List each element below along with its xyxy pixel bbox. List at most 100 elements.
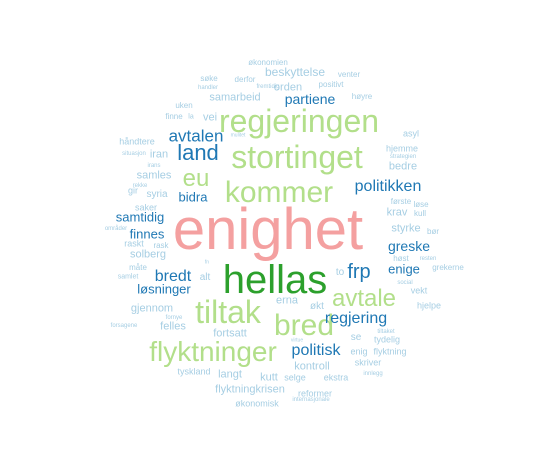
word-regjering: regjering [324,310,388,327]
word-vei: vei [202,111,218,124]
word-raskt: raskt [124,238,144,249]
word-fornye: fornye [165,315,183,321]
word-fn: fn [204,259,210,266]
word-krav: krav [386,206,408,219]
word-lose: løse [413,200,429,209]
word-to: to [335,267,345,278]
word-samtidig: samtidig [115,209,165,225]
word-okonomien: økonomien [248,58,288,67]
word-stortinget: stortinget [231,139,363,175]
word-social: social [397,280,413,286]
word-soke: søke [200,74,218,83]
word-rask: rask [153,241,169,250]
word-flyktningkrisen: flyktningkrisen [215,383,285,396]
word-kutt: kutt [260,371,278,384]
word-venter: venter [337,70,361,79]
word-tiltak: tiltak [195,294,261,330]
word-politikken: politikken [354,178,422,195]
word-irans: irans [147,163,161,169]
word-land: land [177,140,219,165]
word-se: se [350,332,362,343]
word-hjemme: hjemme [385,143,419,154]
word-enige: enige [388,261,420,277]
word-finnes: finnes [129,226,165,242]
word-alt: alt [199,272,211,283]
word-internasjonale: internasjonale [292,397,330,403]
word-avtalen: avtalen [168,126,224,146]
word-syria: syria [146,189,168,200]
word-bred: bred [273,309,335,342]
word-situasjon: situasjon [122,151,146,157]
word-gjennom: gjennom [130,302,174,315]
word-enighet: enighet [172,197,364,262]
word-flyktning: flyktning [373,346,407,357]
word-selge: selge [284,372,306,383]
word-samles: samles [136,169,172,182]
word-hellas: hellas [222,258,328,302]
word-strategien: strategien [389,154,417,160]
word-iran: iran [149,148,169,161]
word-tydelig: tydelig [373,334,401,345]
word-kull: kull [413,209,427,218]
word-solberg: solberg [129,248,167,261]
word-politisk: politisk [291,342,341,359]
word-hoyre: høyre [351,92,373,101]
word-eu: eu [182,165,210,192]
word-host: høst [393,254,409,263]
word-tiltaket: tiltaket [377,329,395,335]
word-handler: handler [197,85,219,91]
word-greske: greske [387,238,431,254]
word-la: la [188,113,194,121]
word-hjelpe: hjelpe [416,300,442,311]
word-virtue: virtue [290,337,304,344]
word-omrader: områder [104,226,128,232]
word-bor: bør [427,227,439,236]
word-flyktninger: flyktninger [149,336,277,367]
word-okt: økt [310,301,324,312]
word-langt: langt [218,368,242,381]
word-forste: første [390,197,412,206]
word-fremtidig: fremtidig [256,84,280,90]
word-erna: erna [275,294,299,307]
word-innlegg: innlegg [363,371,383,377]
word-enig: enig [350,346,368,357]
word-derfor: derfor [234,75,256,84]
word-vekt: vekt [410,285,428,296]
word-felles: felles [160,320,186,333]
word-beskyttelse: beskyttelse [264,65,326,79]
word-saker: saker [134,202,158,213]
word-reformer: reformer [297,388,333,399]
word-regjeringen: regjeringen [218,103,380,139]
word-skriver: skriver [354,357,382,368]
word-kontroll: kontroll [294,360,330,373]
word-samlet: samlet [117,273,139,281]
word-kommer: kommer [224,176,334,209]
word-bredt: bredt [154,268,192,285]
word-bidra: bidra [178,189,208,205]
word-frp: frp [347,261,371,283]
word-partiene: partiene [284,91,336,107]
word-samarbeid: samarbeid [209,91,261,104]
word-gir: gir [127,185,139,196]
word-avtale: avtale [331,285,397,312]
word-resten: resten [419,256,437,262]
word-mate: måte [129,263,147,272]
word-uken: uken [175,101,193,110]
word-orden: orden [273,81,303,94]
word-styrke: styrke [391,222,421,235]
word-rekke: rekke [132,183,148,189]
word-mulitet: mulitet [230,132,246,139]
word-handtere: håndtere [119,136,155,147]
word-finne: finne [165,112,183,121]
word-bedre: bedre [388,160,418,173]
word-positivt: positivt [318,80,344,89]
word-asyl: asyl [402,128,420,139]
word-losninger: løsninger [137,281,191,297]
word-forsagene: forsagene [110,323,138,329]
word-grekerne: grekerne [432,263,464,272]
word-ekstra: ekstra [323,372,349,383]
word-fortsatt: fortsatt [213,327,247,340]
word-tyskland: tyskland [177,366,211,377]
word-okonomisk: økonomisk [235,398,279,409]
